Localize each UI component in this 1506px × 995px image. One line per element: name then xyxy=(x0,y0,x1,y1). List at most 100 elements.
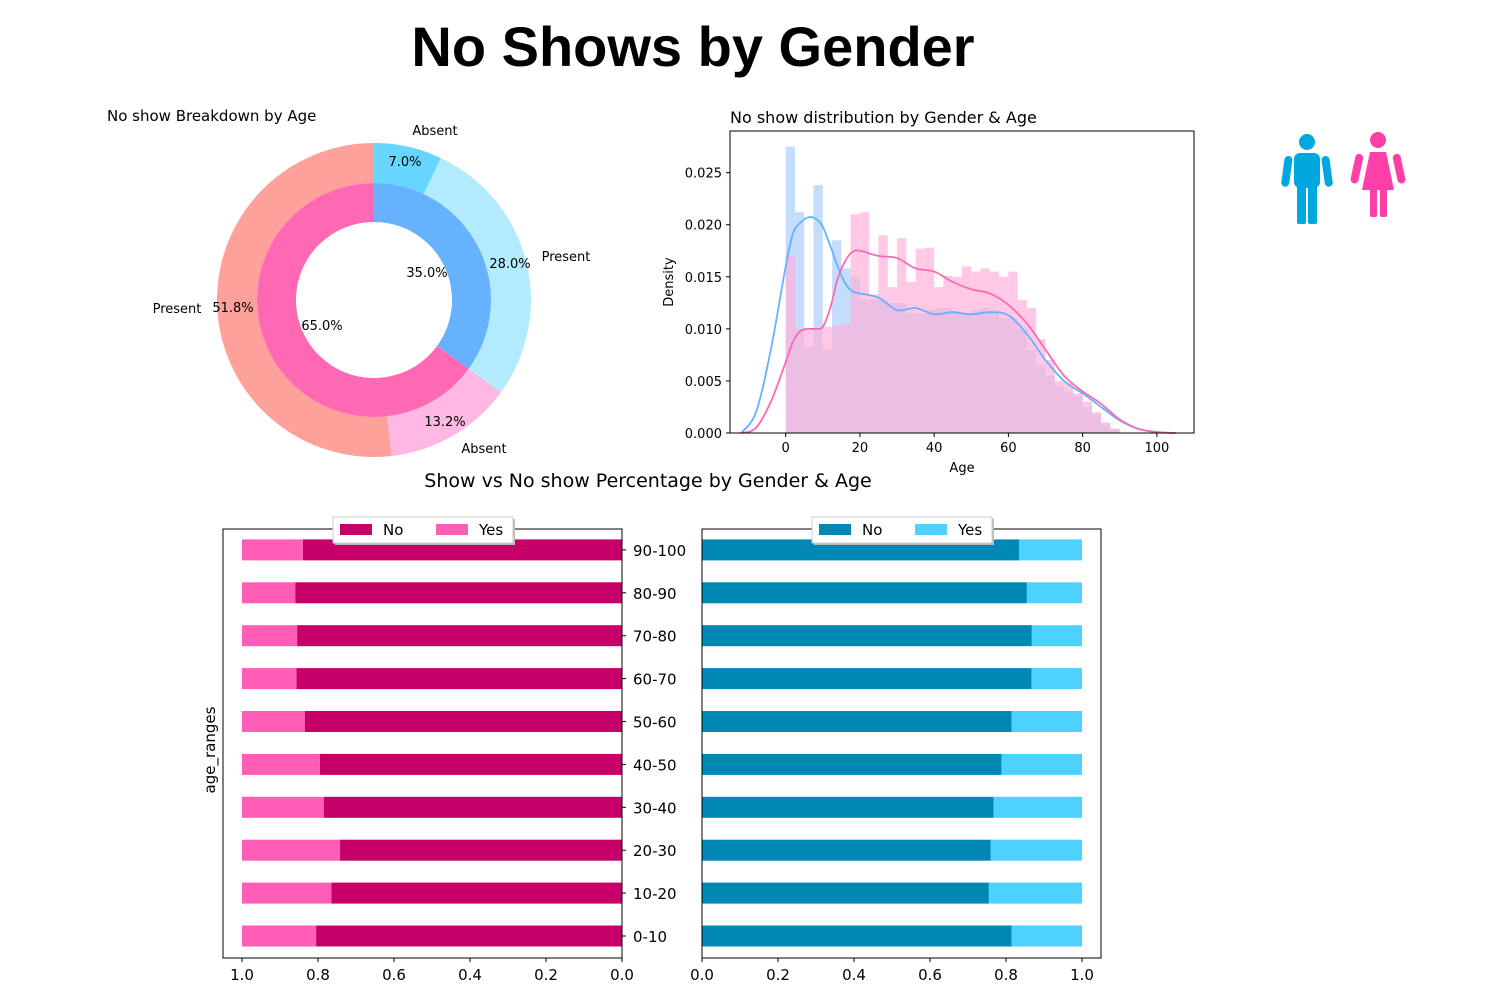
kde-line xyxy=(740,249,1176,434)
hist-bar xyxy=(980,268,990,433)
kde-line xyxy=(740,216,1176,434)
hist-bar xyxy=(794,328,805,433)
legend-swatch-no xyxy=(340,524,372,535)
hist-bar xyxy=(859,212,870,433)
inner-ring-slice xyxy=(257,183,469,418)
y-tick-label: 0.015 xyxy=(685,271,722,286)
bar-no xyxy=(702,625,1032,647)
x-tick-label: 20 xyxy=(852,441,869,456)
outer-ring-slice xyxy=(387,368,502,456)
legend-swatch-yes xyxy=(915,524,947,535)
x-tick-label: 0.6 xyxy=(382,966,406,984)
category-label: 30-40 xyxy=(633,799,677,817)
outer-pct-label: 13.2% xyxy=(424,415,465,430)
bar-yes xyxy=(242,539,303,561)
x-tick-label: 0.0 xyxy=(690,966,714,984)
legend-label-no: No xyxy=(862,521,882,539)
stacked-title: Show vs No show Percentage by Gender & A… xyxy=(424,470,871,492)
hist-bar xyxy=(952,276,962,433)
y-tick-label: 0.000 xyxy=(685,427,722,442)
bar-no xyxy=(702,753,1002,775)
category-label: 10-20 xyxy=(633,885,677,903)
hist-bar xyxy=(1110,428,1120,433)
hist-bar xyxy=(1054,380,1065,433)
outer-ring-slice xyxy=(217,143,392,457)
bar-yes xyxy=(1031,625,1082,647)
hist-bar xyxy=(878,235,888,433)
hist-bar xyxy=(813,327,823,433)
category-label: 40-50 xyxy=(633,756,677,774)
category-label: 20-30 xyxy=(633,842,677,860)
stacked-y-label: age_ranges xyxy=(201,706,220,793)
hist-bar xyxy=(1017,299,1027,433)
outer-slice-label: Present xyxy=(153,302,202,317)
bar-no xyxy=(702,668,1032,690)
bar-no xyxy=(702,796,994,818)
histogram-chart: No show distribution by Gender & Age 0 20… xyxy=(662,108,1195,476)
category-label: 0-10 xyxy=(633,928,667,946)
male-icon xyxy=(1281,134,1333,224)
bar-yes xyxy=(242,625,298,647)
page-title: No Shows by Gender xyxy=(411,15,975,78)
donut-chart: No show Breakdown by Age 7.0% Absent 28.0%… xyxy=(107,107,590,457)
hist-bar xyxy=(841,323,851,433)
bar-yes xyxy=(1019,539,1082,561)
y-tick-label: 0.025 xyxy=(685,167,722,182)
x-tick-label: 40 xyxy=(926,441,943,456)
stacked-bar-chart: Show vs No show Percentage by Gender & A… xyxy=(201,470,1102,984)
category-label: 70-80 xyxy=(633,628,677,646)
bar-no xyxy=(702,882,989,904)
hist-bar xyxy=(887,287,898,433)
bar-no xyxy=(295,582,622,604)
legend-swatch-yes xyxy=(436,524,468,535)
hist-bar xyxy=(785,255,795,433)
hist-bar xyxy=(1101,422,1111,433)
x-tick-label: 0.6 xyxy=(918,966,942,984)
y-tick-label: 0.010 xyxy=(685,323,722,338)
hist-bar xyxy=(832,325,842,433)
bar-yes xyxy=(242,796,324,818)
hist-bar xyxy=(794,212,805,433)
outer-slice-label: Absent xyxy=(461,442,506,457)
bar-no xyxy=(316,925,622,947)
outer-pct-label: 28.0% xyxy=(489,257,530,272)
histogram-x-label: Age xyxy=(949,461,974,476)
hist-bar xyxy=(1045,360,1055,433)
x-tick-label: 1.0 xyxy=(1070,966,1094,984)
bar-yes xyxy=(1011,711,1082,732)
hist-bar xyxy=(822,326,833,433)
female-icon xyxy=(1350,132,1406,217)
inner-pct-label: 35.0% xyxy=(406,266,447,281)
histogram-frame xyxy=(729,130,1195,434)
bar-no xyxy=(319,753,622,775)
legend-label-yes: Yes xyxy=(957,521,982,539)
hist-bar xyxy=(1064,383,1074,433)
hist-bar xyxy=(813,185,823,433)
bar-yes xyxy=(1001,753,1082,775)
hist-bar xyxy=(906,282,916,433)
x-tick-label: 0.8 xyxy=(994,966,1018,984)
outer-ring-slice xyxy=(423,157,531,393)
x-tick-label: 0.2 xyxy=(766,966,790,984)
hist-bar xyxy=(934,287,944,433)
x-tick-label: 0.8 xyxy=(306,966,330,984)
category-label: 60-70 xyxy=(633,671,677,689)
category-label: 80-90 xyxy=(633,585,677,603)
bar-yes xyxy=(1031,668,1082,690)
bar-yes xyxy=(993,796,1082,818)
inner-ring-slice xyxy=(374,183,492,369)
bar-yes xyxy=(1026,582,1082,604)
bar-yes xyxy=(990,839,1082,861)
hist-bar xyxy=(1073,393,1083,433)
bar-no xyxy=(323,796,622,818)
hist-bar xyxy=(999,276,1009,433)
bar-yes xyxy=(988,882,1082,904)
hist-bar xyxy=(1036,339,1046,433)
bar-yes xyxy=(242,925,317,947)
hist-bar xyxy=(971,271,981,433)
x-tick-label: 0.4 xyxy=(458,966,482,984)
bar-no xyxy=(702,839,991,861)
hist-bar xyxy=(1008,271,1018,433)
hist-bar xyxy=(897,238,907,433)
hist-bar xyxy=(850,214,860,433)
